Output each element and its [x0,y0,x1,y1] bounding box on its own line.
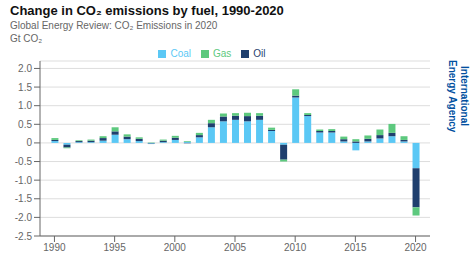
svg-text:2015: 2015 [344,242,367,253]
html-text:Coal: Coal [170,48,191,59]
svg-text:2010: 2010 [284,242,307,253]
svg-text:2005: 2005 [224,242,247,253]
svg-text:1.5: 1.5 [18,82,32,93]
svg-text:0.5: 0.5 [18,119,32,130]
html-text:Gt CO₂: Gt CO₂ [10,33,43,44]
html-text:Oil: Oil [253,48,266,59]
svg-text:-2.5: -2.5 [15,231,33,242]
html-text:Gas: Gas [213,48,232,59]
html-text:Change in CO₂ emissions by fue: Change in CO₂ emissions by fuel, 1990-20… [10,3,284,18]
svg-text:1990: 1990 [43,242,66,253]
svg-text:-1.5: -1.5 [15,193,33,204]
svg-text:0: 0 [26,137,32,148]
svg-text:-2.0: -2.0 [15,212,33,223]
html-text:Global Energy Review: CO₂ Emis: Global Energy Review: CO₂ Emissions in 2… [10,20,218,31]
html-text:International Energy Agency: International Energy Agency [447,60,470,133]
svg-text:1.0: 1.0 [18,100,32,111]
svg-text:2020: 2020 [404,242,427,253]
svg-text:1995: 1995 [104,242,127,253]
svg-text:-1.0: -1.0 [15,175,33,186]
svg-text:2.0: 2.0 [18,63,32,74]
svg-text:-0.5: -0.5 [15,156,33,167]
svg-text:2000: 2000 [164,242,187,253]
